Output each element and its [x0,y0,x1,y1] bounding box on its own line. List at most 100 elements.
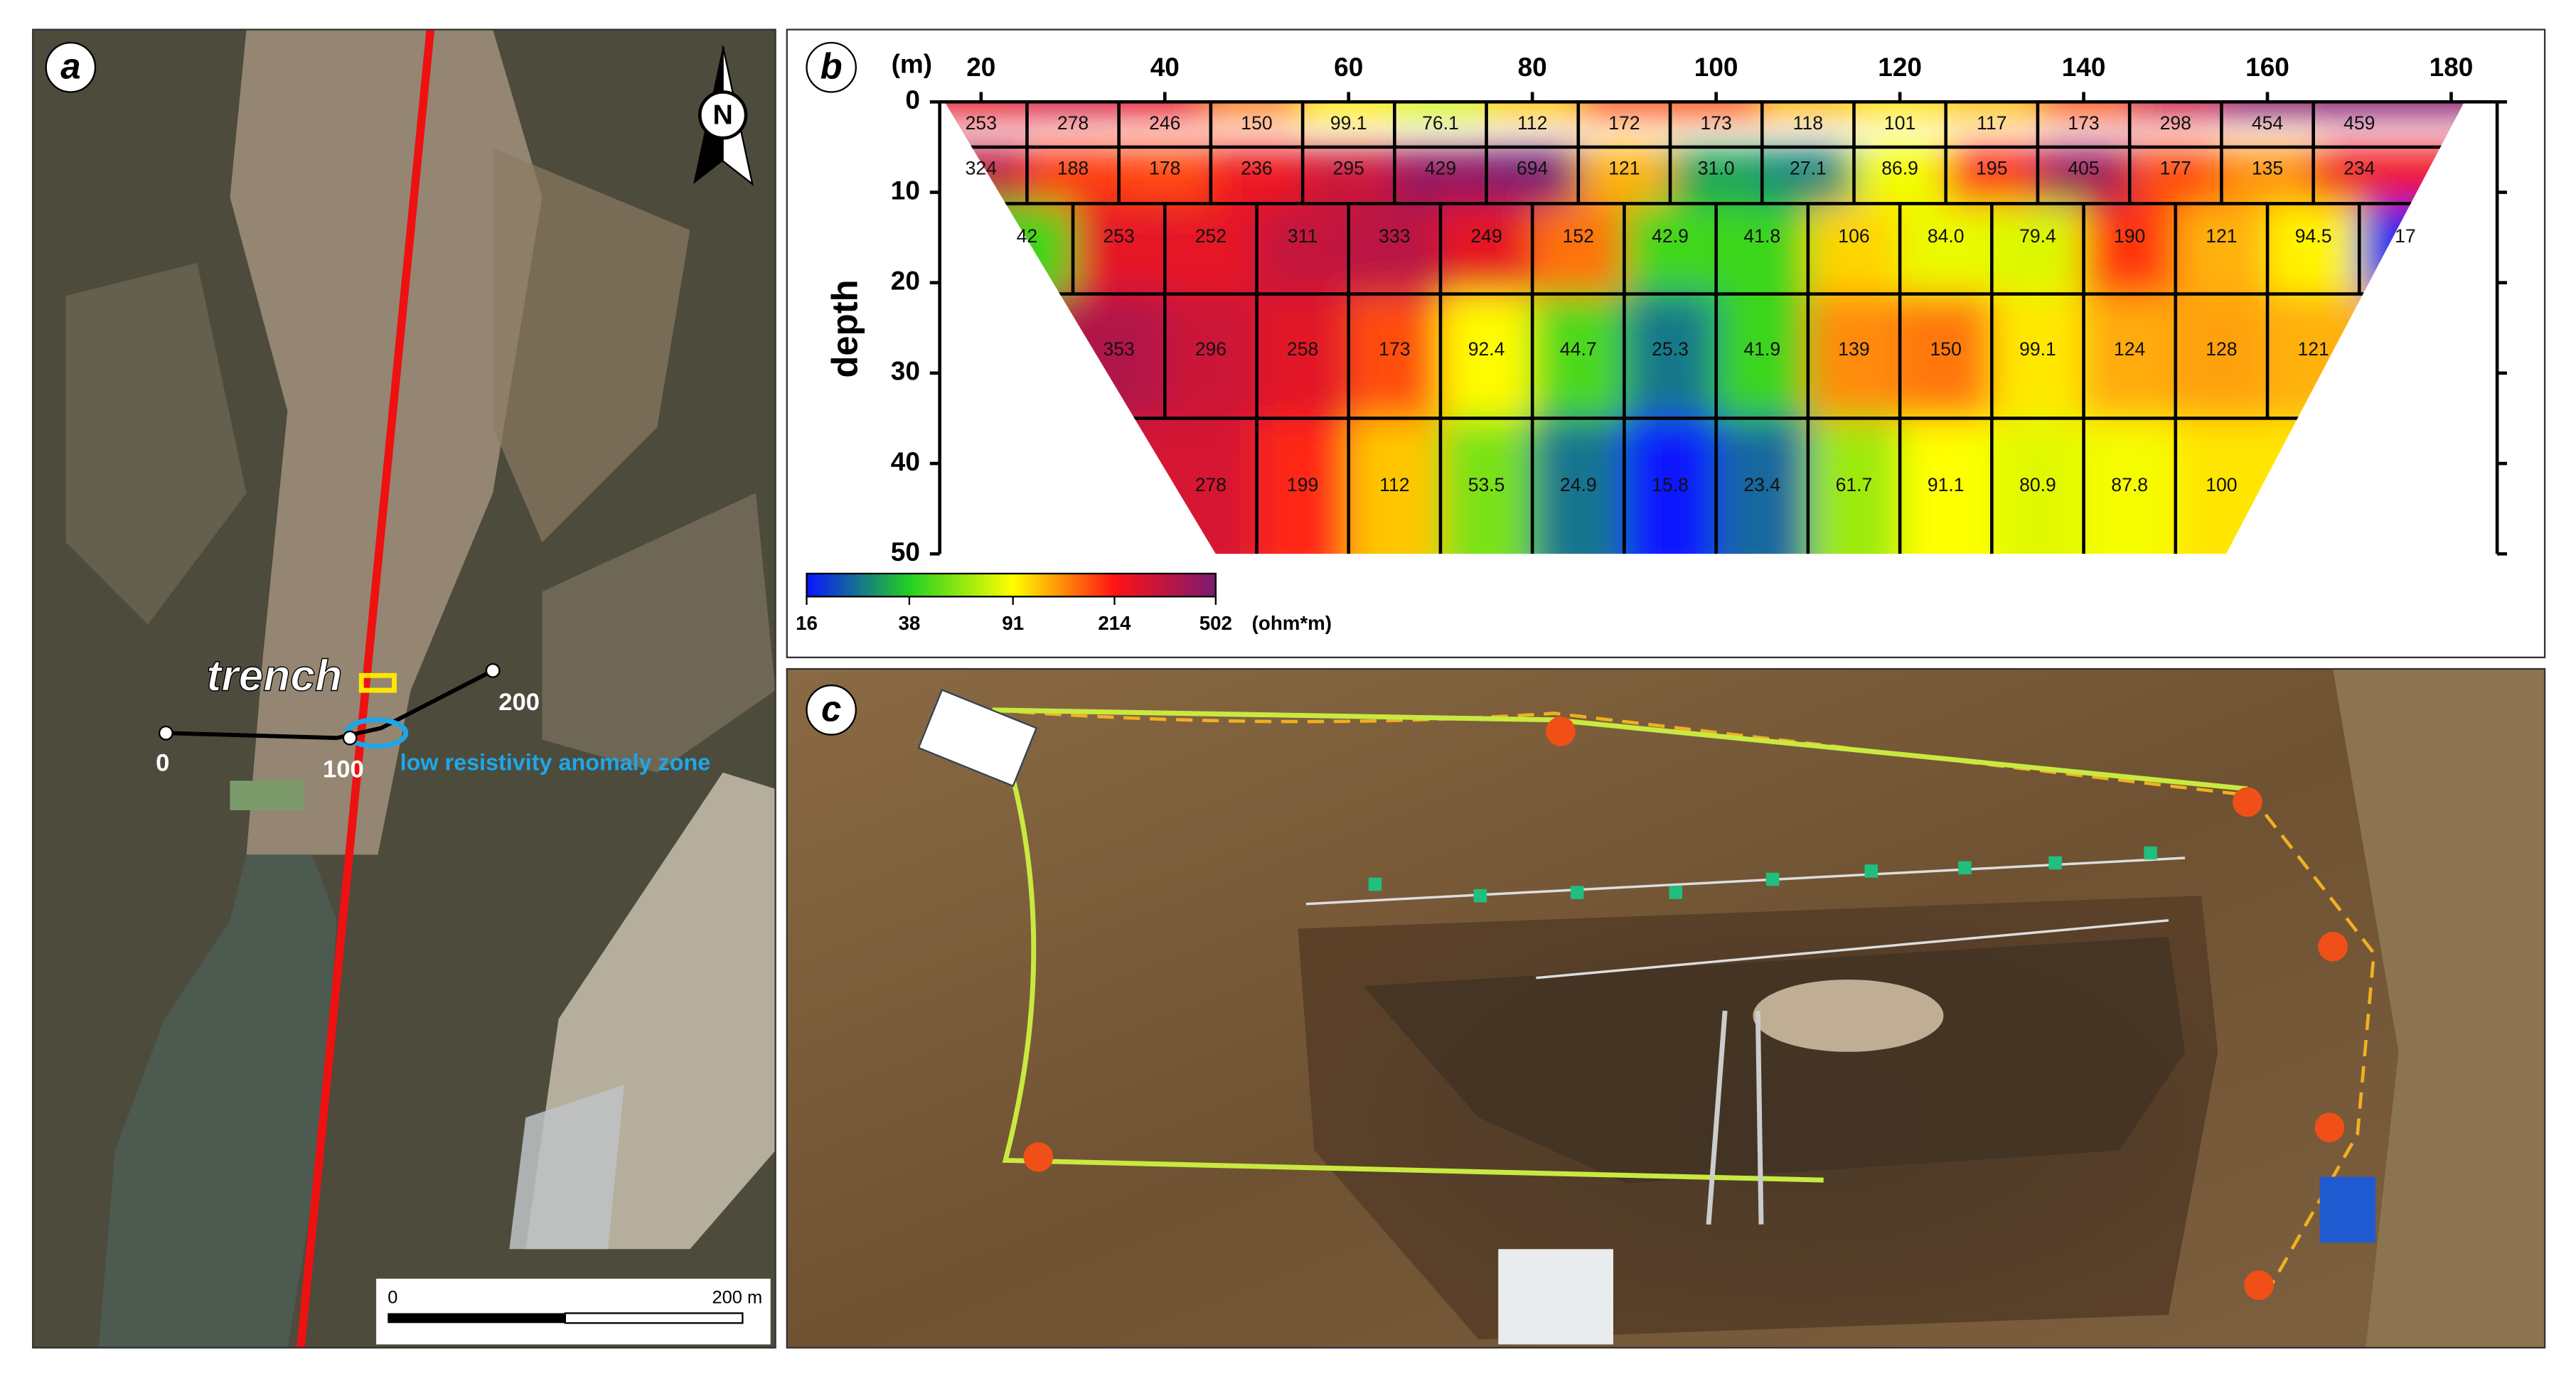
cell [2129,146,2223,205]
terrain [65,262,247,625]
cell [1532,418,1626,554]
cell [1992,418,2085,554]
cell [1578,102,1672,117]
cell [1027,146,1121,205]
cell-value: 311 [1288,225,1318,247]
cell [2037,146,2132,205]
colorbar-unit: (ohm*m) [1252,612,1332,634]
panel-badge [806,41,857,93]
cell [1532,294,1626,420]
terrain [542,493,776,773]
cell-value: 100 [2206,474,2237,495]
cell [1256,203,1351,296]
x-tick-label: 20 [966,53,995,82]
cell-value: 190 [2114,225,2145,247]
cell-value: 173 [1379,338,1410,360]
y-tick-label: 40 [891,447,920,476]
cell [2083,294,2178,420]
equipment-sheet [1498,1249,1613,1345]
cell-value: 694 [1517,158,1548,179]
cell [1348,418,1443,554]
x-tick-label: 160 [2245,53,2289,82]
cell-value: 296 [1195,338,1226,360]
panel-badge [45,41,97,93]
colorbar [806,572,1217,598]
profile-line [166,668,494,741]
cell-value: 353 [1103,338,1134,360]
cell-value: 172 [1608,112,1640,134]
profile-label: 100 [323,756,364,783]
cell-value: 333 [1379,225,1410,247]
survey-wire [1536,919,2169,979]
cell [1762,102,1856,117]
cell-value: 121 [1608,158,1640,179]
reservoir [98,854,337,1348]
cell-value: 324 [966,158,997,179]
cell-value: 42 [1017,225,1038,247]
cell-value: 258 [1287,338,1318,360]
cell [1670,102,1764,117]
cell-value: 53.5 [1468,474,1505,495]
panel-frame [32,28,776,1349]
cell [1165,203,1258,296]
cell-value: 236 [1241,158,1272,179]
cell [1900,294,1994,420]
x-tick-label: 120 [1878,53,1922,82]
cell [1854,102,1948,117]
cell [1256,418,1351,554]
cell-value: 249 [1470,225,1502,247]
section-grid [944,102,2464,554]
cell-value: 253 [1103,225,1134,247]
cell-value: 79.4 [2019,225,2056,247]
cell-value: 101 [1884,112,1915,134]
cell [1807,418,1902,554]
cell [1945,102,2040,117]
survey-flags [1368,846,2157,903]
section-axes: 20 40 60 80 100 120 140 160 180 0 10 20 30 40 50 [891,53,2507,567]
profile-point [342,730,358,746]
cell [1992,203,2085,296]
section-fill [944,102,2464,554]
cell [1348,294,1443,420]
y-tick-label: 20 [891,266,920,295]
colorbar-tick-label: 91 [1002,612,1024,634]
cell-value: 295 [1333,158,1364,179]
cell-value: 429 [1425,158,1456,179]
cell-value: 177 [2160,158,2191,179]
x-tick-label: 80 [1518,53,1547,82]
trench-label: trench [207,651,343,700]
cell-value: 87.8 [2111,474,2148,495]
cell-value: 99.1 [1330,112,1367,134]
cell [1624,418,1718,554]
cell-value: 278 [1057,112,1089,134]
cell [2037,102,2132,117]
ladder [1706,1010,1764,1225]
cell-value: 150 [1930,338,1962,360]
cell [1440,294,1534,420]
cell [1624,294,1718,420]
x-tick-label: 140 [2062,53,2106,82]
cell-value: 24.9 [1560,474,1597,495]
cell-value: 195 [1976,158,2007,179]
cell [1440,203,1534,296]
cell-value: 199 [1287,474,1318,495]
cell-value: 139 [1838,338,1869,360]
cell-value: 76.1 [1422,112,1459,134]
cell-value: 91.1 [1928,474,1965,495]
cell-value: 41.9 [1743,338,1780,360]
sign-board [917,689,1038,788]
cell-value: 61.7 [1836,474,1873,495]
cell [2175,203,2270,296]
cell-value: 92.4 [1468,338,1505,360]
cell-value: 178 [1149,158,1180,179]
cell [1394,146,1488,205]
cell [1532,203,1626,296]
scale-label: 200 m [712,1287,763,1307]
cell [1670,146,1764,205]
cell-value: 80.9 [2019,474,2056,495]
cell-value: 44.7 [1560,338,1597,360]
cell-value: 278 [1195,474,1226,495]
y-axis-label: depth [825,279,865,377]
